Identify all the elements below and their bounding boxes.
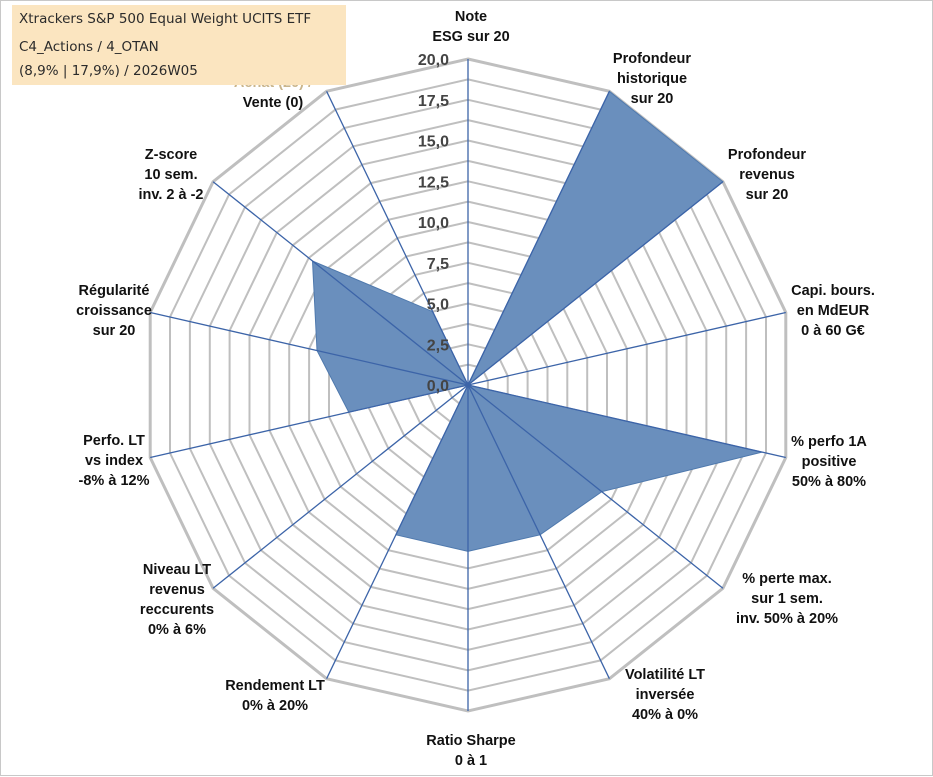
axis-label-line: Capi. bours. [791, 283, 875, 299]
tick-label: 7,5 [427, 256, 449, 273]
axis-label-line: Volatilité LT [625, 667, 705, 683]
axis-label-line: inv. 2 à -2 [138, 187, 203, 203]
tick-label: 12,5 [418, 174, 449, 191]
axis-label-line: % perte max. [742, 571, 831, 587]
axis-label-line: sur 20 [93, 323, 136, 339]
axis-spoke [212, 384, 469, 589]
axis-label-line: 0 à 60 G€ [801, 323, 865, 339]
axis-label: Profondeur historique sur 20 [613, 51, 691, 107]
axis-label-line: Profondeur [728, 147, 806, 163]
axis-label: Ratio Sharpe 0 à 1 [426, 733, 515, 769]
axis-label-line: positive [802, 454, 857, 470]
axis-label-line: % perfo 1A [791, 434, 867, 450]
axis-label-line: croissance [76, 303, 152, 319]
axis-label-line: en MdEUR [797, 303, 870, 319]
axis-label-line: historique [617, 71, 687, 87]
axis-spoke [212, 181, 469, 386]
axis-label-line: Niveau LT [143, 562, 211, 578]
axis-spoke [467, 91, 610, 386]
axis-label-line: 40% à 0% [632, 707, 698, 723]
axis-spoke [467, 384, 786, 459]
axis-label-line: Perfo. LT [83, 433, 145, 449]
axis-spoke [467, 311, 786, 386]
axis-label: Régularité croissance sur 20 [76, 283, 152, 339]
axis-label-line: sur 20 [746, 187, 789, 203]
axis-label-line: Note [455, 9, 487, 25]
tick-label: 10,0 [418, 215, 449, 232]
axis-label: Niveau LT revenus reccurents 0% à 6% [140, 562, 214, 638]
axis-label-line: Rendement LT [225, 678, 325, 694]
etf-performance: (8,9% | 17,9%) / 2026W05 [19, 63, 198, 79]
axis-spoke [326, 91, 469, 386]
axis-label-line: ESG sur 20 [432, 29, 509, 45]
axis-spoke [326, 384, 469, 679]
axis-label: Capi. bours. en MdEUR 0 à 60 G€ [791, 283, 875, 339]
axis-label: Note ESG sur 20 [432, 9, 509, 45]
axis-label-line: 0% à 6% [148, 622, 206, 638]
etf-title: Xtrackers S&P 500 Equal Weight UCITS ETF [19, 11, 312, 27]
axis-label: % perte max. sur 1 sem. inv. 50% à 20% [736, 571, 838, 627]
axis-label-line: vs index [85, 453, 143, 469]
tick-label: 20,0 [418, 52, 449, 69]
axis-label: Rendement LT 0% à 20% [225, 678, 325, 714]
axis-label-line: sur 20 [631, 91, 674, 107]
axis-spoke [467, 384, 724, 589]
axis-spoke [467, 384, 610, 679]
tick-label: 5,0 [427, 297, 449, 314]
axis-label-line: sur 1 sem. [751, 591, 823, 607]
axis-label-line: reccurents [140, 602, 214, 618]
etf-category: C4_Actions / 4_OTAN [19, 39, 159, 55]
axis-label-line: inv. 50% à 20% [736, 611, 838, 627]
axis-label: Perfo. LT vs index -8% à 12% [79, 433, 150, 489]
axis-label: Z-score 10 sem. inv. 2 à -2 [138, 147, 203, 203]
axis-label: % perfo 1A positive 50% à 80% [791, 434, 867, 490]
axis-spoke [467, 181, 724, 386]
axis-label: Profondeur revenus sur 20 [728, 147, 806, 203]
axis-label-line: Ratio Sharpe [426, 733, 515, 749]
axis-label-line: inversée [636, 687, 695, 703]
axis-label-line: revenus [149, 582, 205, 598]
tick-label: 2,5 [427, 337, 449, 354]
axis-label: Volatilité LT inversée 40% à 0% [625, 667, 705, 723]
axis-label-line: revenus [739, 167, 795, 183]
axis-label-line: Profondeur [613, 51, 691, 67]
axis-label-line: Z-score [145, 147, 197, 163]
axis-spoke [150, 311, 469, 386]
axis-label-line: Régularité [79, 283, 150, 299]
axis-label-line: 0% à 20% [242, 698, 308, 714]
tick-label: 0,0 [427, 378, 449, 395]
axis-label-line: 50% à 80% [792, 474, 866, 490]
axis-label-line: -8% à 12% [79, 473, 150, 489]
axis-spoke [150, 384, 469, 459]
tick-label: 15,0 [418, 134, 449, 151]
axis-label-line: 0 à 1 [455, 753, 487, 769]
info-box: Xtrackers S&P 500 Equal Weight UCITS ETF… [12, 5, 346, 85]
axis-label-line: Vente (0) [243, 95, 304, 111]
axis-label-line: 10 sem. [144, 167, 197, 183]
tick-label: 17,5 [418, 93, 449, 110]
